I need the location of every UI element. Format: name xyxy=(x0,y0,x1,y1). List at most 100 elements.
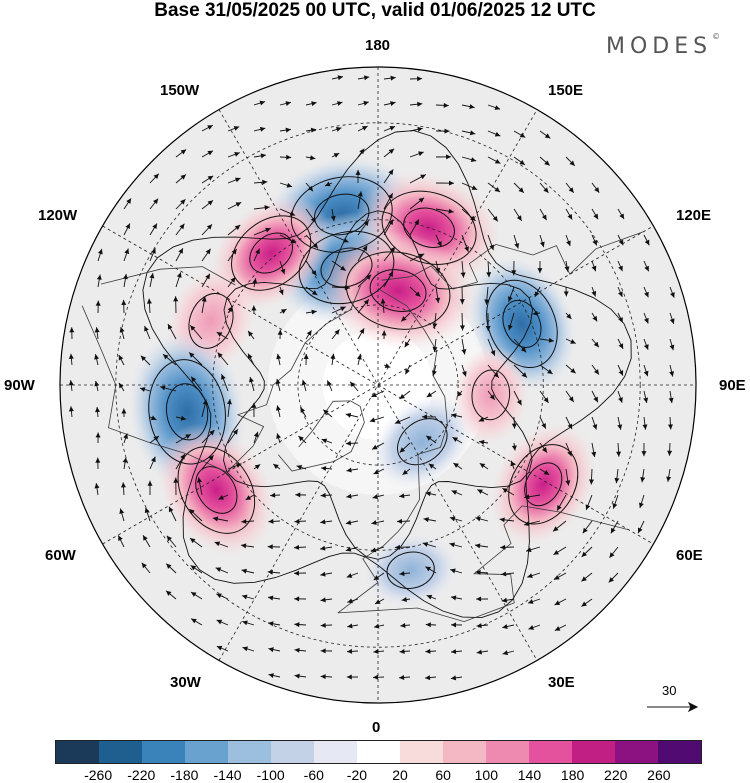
reference-vector-label: 30 xyxy=(662,683,677,698)
wind-arrow xyxy=(267,569,281,575)
wind-arrow xyxy=(294,647,307,653)
wind-arrow xyxy=(525,546,541,553)
wind-arrow xyxy=(294,596,307,602)
wind-arrow xyxy=(461,104,475,109)
wind-arrow xyxy=(94,327,100,340)
wind-arrow xyxy=(241,519,255,525)
wind-arrow xyxy=(486,260,492,278)
wind-arrow xyxy=(534,286,541,298)
wind-arrow xyxy=(121,408,127,418)
wind-arrow xyxy=(554,624,567,631)
wind-arrow xyxy=(268,647,281,653)
wind-arrow xyxy=(175,415,187,421)
coastline xyxy=(337,288,448,614)
wind-arrow xyxy=(565,234,571,247)
wind-arrow xyxy=(300,407,307,418)
wind-arrow xyxy=(189,537,203,548)
wind-arrow xyxy=(435,180,455,186)
wind-arrow xyxy=(459,312,465,331)
wind-arrow xyxy=(320,674,333,680)
wind-arrow xyxy=(305,309,317,315)
wind-arrow xyxy=(668,390,674,404)
wind-arrow xyxy=(357,125,368,132)
wind-arrow xyxy=(268,621,281,627)
wind-arrow xyxy=(253,153,267,159)
wind-arrow xyxy=(201,248,211,262)
wind-arrow xyxy=(346,648,359,654)
colorbar-tick-label: 140 xyxy=(517,767,542,783)
wind-arrow xyxy=(142,535,151,548)
wind-arrow xyxy=(383,192,394,210)
wind-arrow xyxy=(201,175,214,184)
wind-arrow xyxy=(279,127,291,133)
wind-arrow xyxy=(242,646,255,652)
contour-line xyxy=(403,207,455,248)
wind-arrow xyxy=(591,260,597,272)
map-disk xyxy=(60,67,696,703)
colorbar-swatch xyxy=(142,741,185,763)
wind-arrow xyxy=(539,337,555,343)
wind-arrow xyxy=(345,440,359,446)
wind-arrow xyxy=(409,174,427,184)
contour-line xyxy=(290,176,393,253)
colorbar-swatch xyxy=(443,741,486,763)
wind-arrow xyxy=(422,542,437,548)
wind-arrow xyxy=(383,75,396,81)
colorbar xyxy=(55,740,702,764)
wind-arrow xyxy=(227,177,241,184)
lon-label-90e: 90E xyxy=(719,377,746,394)
wind-arrow xyxy=(357,100,369,106)
wind-arrow xyxy=(253,464,261,470)
wind-arrow xyxy=(431,364,437,376)
wind-arrow xyxy=(216,619,229,626)
wind-arrow xyxy=(476,649,489,655)
wind-arrow xyxy=(539,364,553,375)
wind-arrow xyxy=(279,308,287,314)
wind-arrow xyxy=(212,516,229,522)
wind-arrow xyxy=(394,416,411,424)
wind-arrow xyxy=(501,597,515,603)
contour-line xyxy=(320,247,373,288)
colorbar-swatch xyxy=(572,741,615,763)
wind-arrow xyxy=(221,374,229,392)
wind-arrow xyxy=(461,130,476,136)
wind-arrow xyxy=(449,542,463,548)
wind-arrow xyxy=(669,286,675,298)
wind-arrow xyxy=(556,494,567,511)
wind-arrow xyxy=(475,569,489,575)
wind-arrow xyxy=(435,208,454,214)
wind-arrow xyxy=(331,152,340,158)
wind-arrow xyxy=(667,442,673,456)
wind-arrow xyxy=(149,456,156,470)
wind-arrow xyxy=(331,75,344,81)
wind-arrow xyxy=(175,433,192,444)
wind-arrow xyxy=(409,219,420,236)
wind-arrow xyxy=(253,205,270,211)
wind-arrow xyxy=(175,247,184,262)
wind-arrow xyxy=(357,245,368,262)
wind-arrow xyxy=(565,312,572,320)
wind-arrow xyxy=(424,675,437,681)
wind-arrow xyxy=(216,331,229,340)
wind-arrow xyxy=(201,296,207,314)
wind-arrow xyxy=(585,494,593,511)
lon-label-180: 180 xyxy=(365,37,391,54)
wind-arrow xyxy=(320,597,333,603)
wind-arrow xyxy=(117,535,125,548)
wind-arrow xyxy=(500,544,515,550)
wind-arrow xyxy=(667,416,673,430)
wind-arrow xyxy=(617,338,624,350)
wind-arrow xyxy=(617,286,623,298)
wind-arrow xyxy=(477,489,489,496)
wind-arrow xyxy=(346,572,359,578)
wind-arrow xyxy=(94,483,100,496)
wind-arrow xyxy=(175,272,182,288)
wind-arrow xyxy=(591,234,598,246)
wind-arrow xyxy=(459,286,465,305)
wind-arrow xyxy=(68,380,74,392)
wind-arrow xyxy=(347,598,359,604)
wind-arrow xyxy=(616,442,622,457)
contour-line xyxy=(177,446,256,534)
wind-arrow xyxy=(617,390,623,403)
wind-arrow xyxy=(175,174,187,184)
